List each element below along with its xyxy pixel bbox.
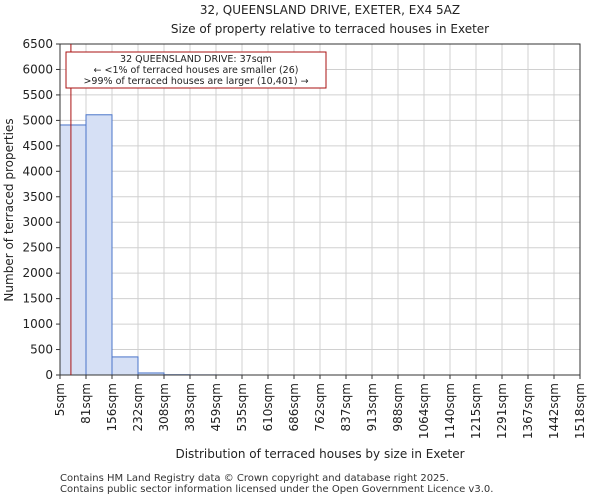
footer-line-2: Contains public sector information licen… <box>60 484 494 495</box>
bars <box>59 114 243 376</box>
x-tick-label: 1140sqm <box>443 383 457 439</box>
histogram-bar <box>111 356 139 376</box>
y-tick-label: 500 <box>30 343 53 357</box>
x-tick-label: 232sqm <box>131 383 145 431</box>
histogram-bar <box>59 124 87 376</box>
y-tick-label: 5500 <box>22 88 53 102</box>
annotation-box <box>65 51 327 89</box>
annotation-line: ← <1% of terraced houses are smaller (26… <box>94 65 299 76</box>
y-tick-label: 3500 <box>22 190 53 204</box>
chart-title: 32, QUEENSLAND DRIVE, EXETER, EX4 5AZ <box>200 3 460 17</box>
x-tick-label: 1518sqm <box>573 383 587 439</box>
axes: 0 500 1000 1500 2000 2500 3000 3500 4000 4500 5000… <box>22 37 587 439</box>
x-tick-label: 1291sqm <box>495 383 509 439</box>
x-tick-label: 988sqm <box>391 383 405 431</box>
footer-line-1: Contains HM Land Registry data © Crown c… <box>60 473 449 484</box>
x-tick-label: 81sqm <box>79 383 93 424</box>
x-tick-label: 535sqm <box>235 383 249 431</box>
chart-subtitle: Size of property relative to terraced ho… <box>171 22 489 36</box>
x-tick-label: 686sqm <box>287 383 301 431</box>
annotation-line: >99% of terraced houses are larger (10,4… <box>83 76 308 87</box>
x-axis-label: Distribution of terraced houses by size … <box>175 447 464 461</box>
y-tick-label: 1000 <box>22 317 53 331</box>
y-tick-label: 2500 <box>22 241 53 255</box>
x-tick-label: 837sqm <box>339 383 353 431</box>
x-tick-label: 762sqm <box>313 383 327 431</box>
x-tick-label: 1064sqm <box>417 383 431 439</box>
marker: 32 QUEENSLAND DRIVE: 37sqm← <1% of terra… <box>65 44 327 375</box>
x-tick-label: 610sqm <box>261 383 275 431</box>
x-tick-label: 308sqm <box>157 383 171 431</box>
histogram-bar <box>85 114 113 376</box>
y-tick-label: 0 <box>45 368 53 382</box>
x-tick-label: 913sqm <box>365 383 379 431</box>
grid <box>59 43 581 376</box>
y-tick-label: 6000 <box>22 62 53 76</box>
annotation-line: 32 QUEENSLAND DRIVE: 37sqm <box>120 54 272 65</box>
y-tick-label: 4500 <box>22 139 53 153</box>
x-tick-label: 1215sqm <box>469 383 483 439</box>
x-tick-label: 383sqm <box>183 383 197 431</box>
y-tick-label: 5000 <box>22 113 53 127</box>
x-tick-label: 1442sqm <box>547 383 561 439</box>
plot-frame <box>59 43 581 376</box>
y-axis-label: Number of terraced properties <box>2 118 16 301</box>
y-tick-label: 3000 <box>22 215 53 229</box>
y-tick-label: 2000 <box>22 266 53 280</box>
x-tick-label: 1367sqm <box>521 383 535 439</box>
y-tick-label: 6500 <box>22 37 53 51</box>
x-tick-label: 459sqm <box>209 383 223 431</box>
y-tick-label: 4000 <box>22 164 53 178</box>
x-tick-label: 5sqm <box>53 383 67 416</box>
y-tick-label: 1500 <box>22 292 53 306</box>
x-tick-label: 156sqm <box>105 383 119 431</box>
